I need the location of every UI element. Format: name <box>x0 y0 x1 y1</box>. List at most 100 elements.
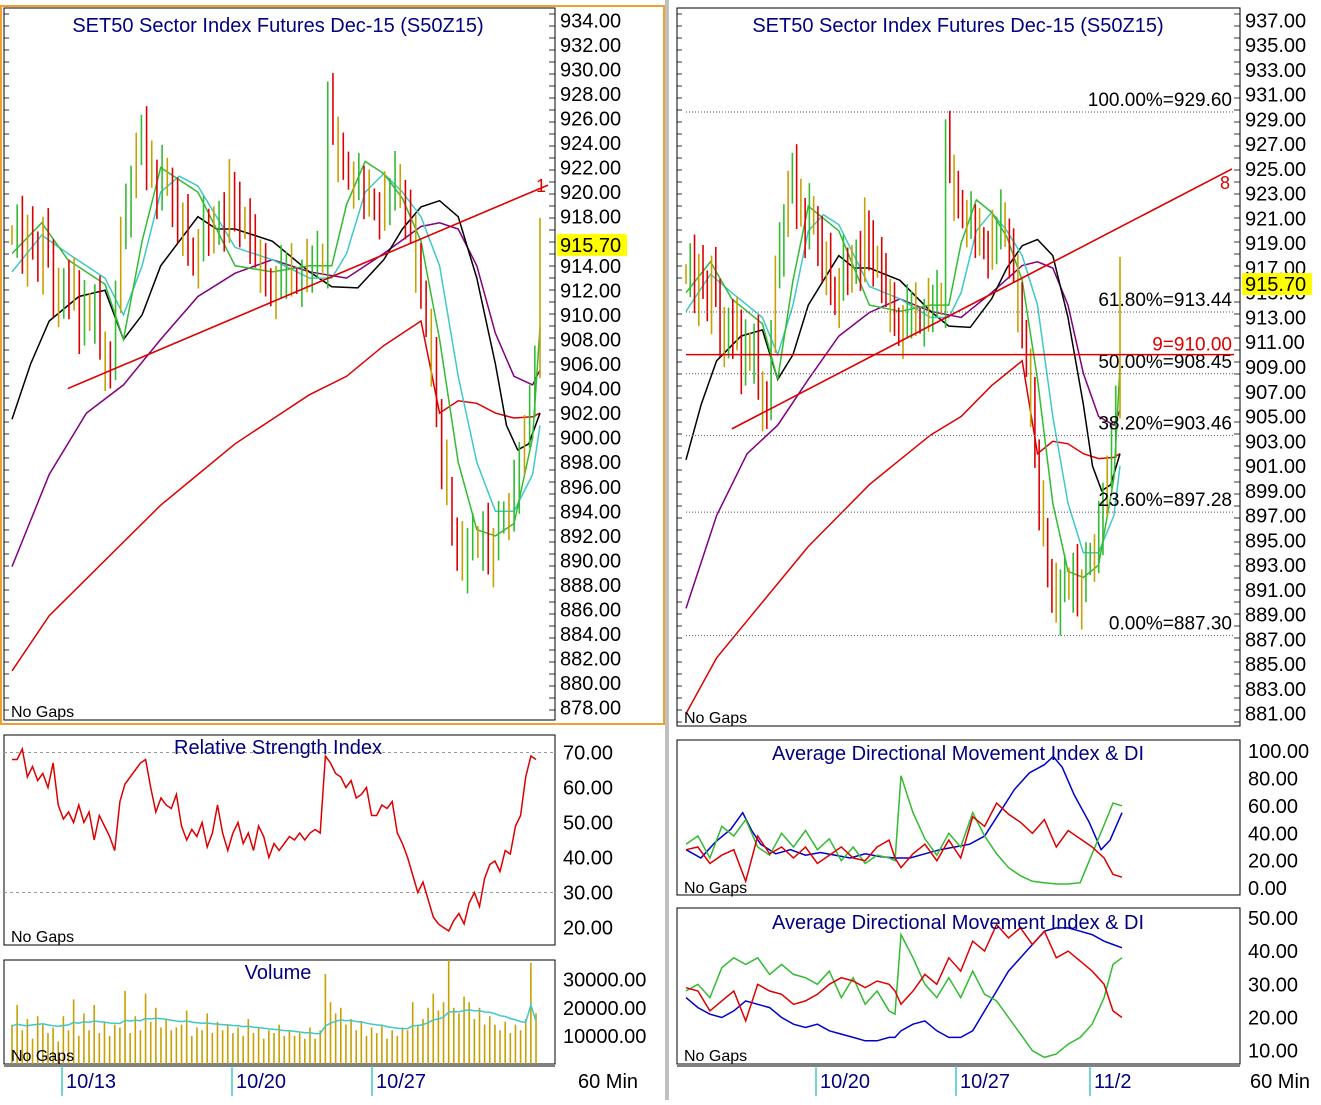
left-y-tick: 896.00 <box>560 477 621 499</box>
rsi-line <box>12 746 537 933</box>
adx-top-y-tick: 40.00 <box>1248 823 1298 845</box>
rsi-y-tick: 50.00 <box>563 813 613 835</box>
left-y-tick: 922.00 <box>560 158 621 180</box>
adx-top-adx-line <box>685 755 1123 859</box>
right-y-tick: 927.00 <box>1245 134 1306 156</box>
left-price-footer: No Gaps <box>11 704 74 721</box>
right-y-tick: 901.00 <box>1245 456 1306 478</box>
right-price-footer: No Gaps <box>684 710 747 727</box>
left-ma-cyan-line <box>11 172 541 513</box>
rsi-frame <box>3 734 556 946</box>
right-price-title: SET50 Sector Index Futures Dec-15 (S50Z1… <box>752 15 1163 37</box>
right-y-tick: 923.00 <box>1245 184 1306 206</box>
fib-level-label: 100.00%=929.60 <box>1088 90 1232 111</box>
left-y-tick: 886.00 <box>560 600 621 622</box>
adx-top-y-tick: 20.00 <box>1248 851 1298 873</box>
left-x-tick-1: 10/20 <box>236 1071 286 1093</box>
adx-top-title: Average Directional Movement Index & DI <box>772 743 1144 765</box>
right-price-frame <box>676 7 1241 727</box>
left-y-tick: 894.00 <box>560 501 621 523</box>
right-ma-purple-line <box>685 261 1121 609</box>
left-y-tick: 934.00 <box>560 10 621 32</box>
right-y-tick: 881.00 <box>1245 704 1306 726</box>
right-y-tick: 919.00 <box>1245 233 1306 255</box>
left-y-tick: 898.00 <box>560 452 621 474</box>
right-trendline <box>731 168 1233 430</box>
right-x-tick-1: 10/27 <box>960 1071 1010 1093</box>
left-ma-black-line <box>11 199 541 451</box>
fib-level-label: 50.00%=908.45 <box>1098 352 1232 373</box>
adx-bottom-y-tick: 50.00 <box>1248 908 1298 930</box>
right-y-tick: 911.00 <box>1245 332 1305 354</box>
adx-top-frame <box>676 739 1241 896</box>
right-y-tick: 895.00 <box>1245 530 1306 552</box>
left-y-tick: 888.00 <box>560 575 621 597</box>
right-trendline-label: 8 <box>1220 173 1230 193</box>
adx-bottom-plus-di-line <box>685 931 1123 1059</box>
rsi-y-tick: 30.00 <box>563 883 613 905</box>
left-y-tick: 924.00 <box>560 133 621 155</box>
right-x-tick-0: 10/20 <box>820 1071 870 1093</box>
right-y-tick: 903.00 <box>1245 431 1306 453</box>
adx-bottom-minus-di-line <box>685 923 1123 1024</box>
left-y-tick: 882.00 <box>560 649 621 671</box>
left-y-tick: 928.00 <box>560 84 621 106</box>
rsi-y-tick: 70.00 <box>563 743 613 765</box>
left-trendline-label: 1 <box>536 176 546 196</box>
volume-ma-line <box>11 1002 537 1035</box>
right-timeframe: 60 Min <box>1250 1071 1310 1093</box>
adx-top-y-tick: 100.00 <box>1248 741 1309 763</box>
right-y-tick: 899.00 <box>1245 481 1306 503</box>
right-y-tick: 905.00 <box>1245 407 1306 429</box>
left-price-frame <box>3 7 556 721</box>
left-ma-red-line <box>11 319 541 672</box>
right-y-tick: 889.00 <box>1245 605 1306 627</box>
right-ma-cyan-line <box>685 211 1121 554</box>
volume-title: Volume <box>245 962 312 984</box>
volume-footer: No Gaps <box>11 1048 74 1065</box>
left-y-tick: 878.00 <box>560 698 621 720</box>
volume-y-tick: 30000.00 <box>563 970 646 992</box>
left-y-tick: 932.00 <box>560 35 621 57</box>
adx-bottom-y-tick: 40.00 <box>1248 941 1298 963</box>
rsi-footer: No Gaps <box>11 929 74 946</box>
right-y-tick: 931.00 <box>1245 85 1306 107</box>
right-y-tick: 929.00 <box>1245 109 1306 131</box>
right-y-tick: 921.00 <box>1245 208 1306 230</box>
left-active-border <box>0 5 665 725</box>
adx-top-plus-di-line <box>685 775 1123 885</box>
right-y-tick: 907.00 <box>1245 382 1306 404</box>
right-y-tick: 925.00 <box>1245 159 1306 181</box>
rsi-y-tick: 60.00 <box>563 778 613 800</box>
right-y-tick: 913.00 <box>1245 307 1306 329</box>
right-last-price-label: 915.70 <box>1245 274 1306 296</box>
left-timeframe: 60 Min <box>578 1071 638 1093</box>
right-y-tick: 937.00 <box>1245 10 1306 32</box>
adx-bottom-y-tick: 10.00 <box>1248 1041 1298 1063</box>
right-ma-black-line <box>685 238 1121 492</box>
volume-y-tick: 10000.00 <box>563 1026 646 1048</box>
right-y-tick: 935.00 <box>1245 35 1306 57</box>
adx-bottom-y-tick: 20.00 <box>1248 1008 1298 1030</box>
left-ma-purple-line <box>11 222 541 567</box>
left-trendline <box>67 184 549 390</box>
left-y-tick: 912.00 <box>560 280 621 302</box>
adx-bottom-footer: No Gaps <box>684 1048 747 1065</box>
fib-level-label: 0.00%=887.30 <box>1109 614 1232 635</box>
left-y-tick: 892.00 <box>560 526 621 548</box>
adx-bottom-adx-line <box>685 927 1123 1042</box>
fib-level-label: 61.80%=913.44 <box>1098 290 1232 311</box>
left-y-tick: 920.00 <box>560 182 621 204</box>
left-x-tick-2: 10/27 <box>376 1071 426 1093</box>
right-y-tick: 883.00 <box>1245 679 1306 701</box>
adx-top-y-tick: 80.00 <box>1248 768 1298 790</box>
right-x-tick-2: 11/2 <box>1094 1071 1131 1093</box>
rsi-title: Relative Strength Index <box>174 737 382 759</box>
volume-y-tick: 20000.00 <box>563 998 646 1020</box>
left-y-tick: 890.00 <box>560 550 621 572</box>
left-y-tick: 884.00 <box>560 624 621 646</box>
adx-top-footer: No Gaps <box>684 880 747 897</box>
left-y-tick: 902.00 <box>560 403 621 425</box>
